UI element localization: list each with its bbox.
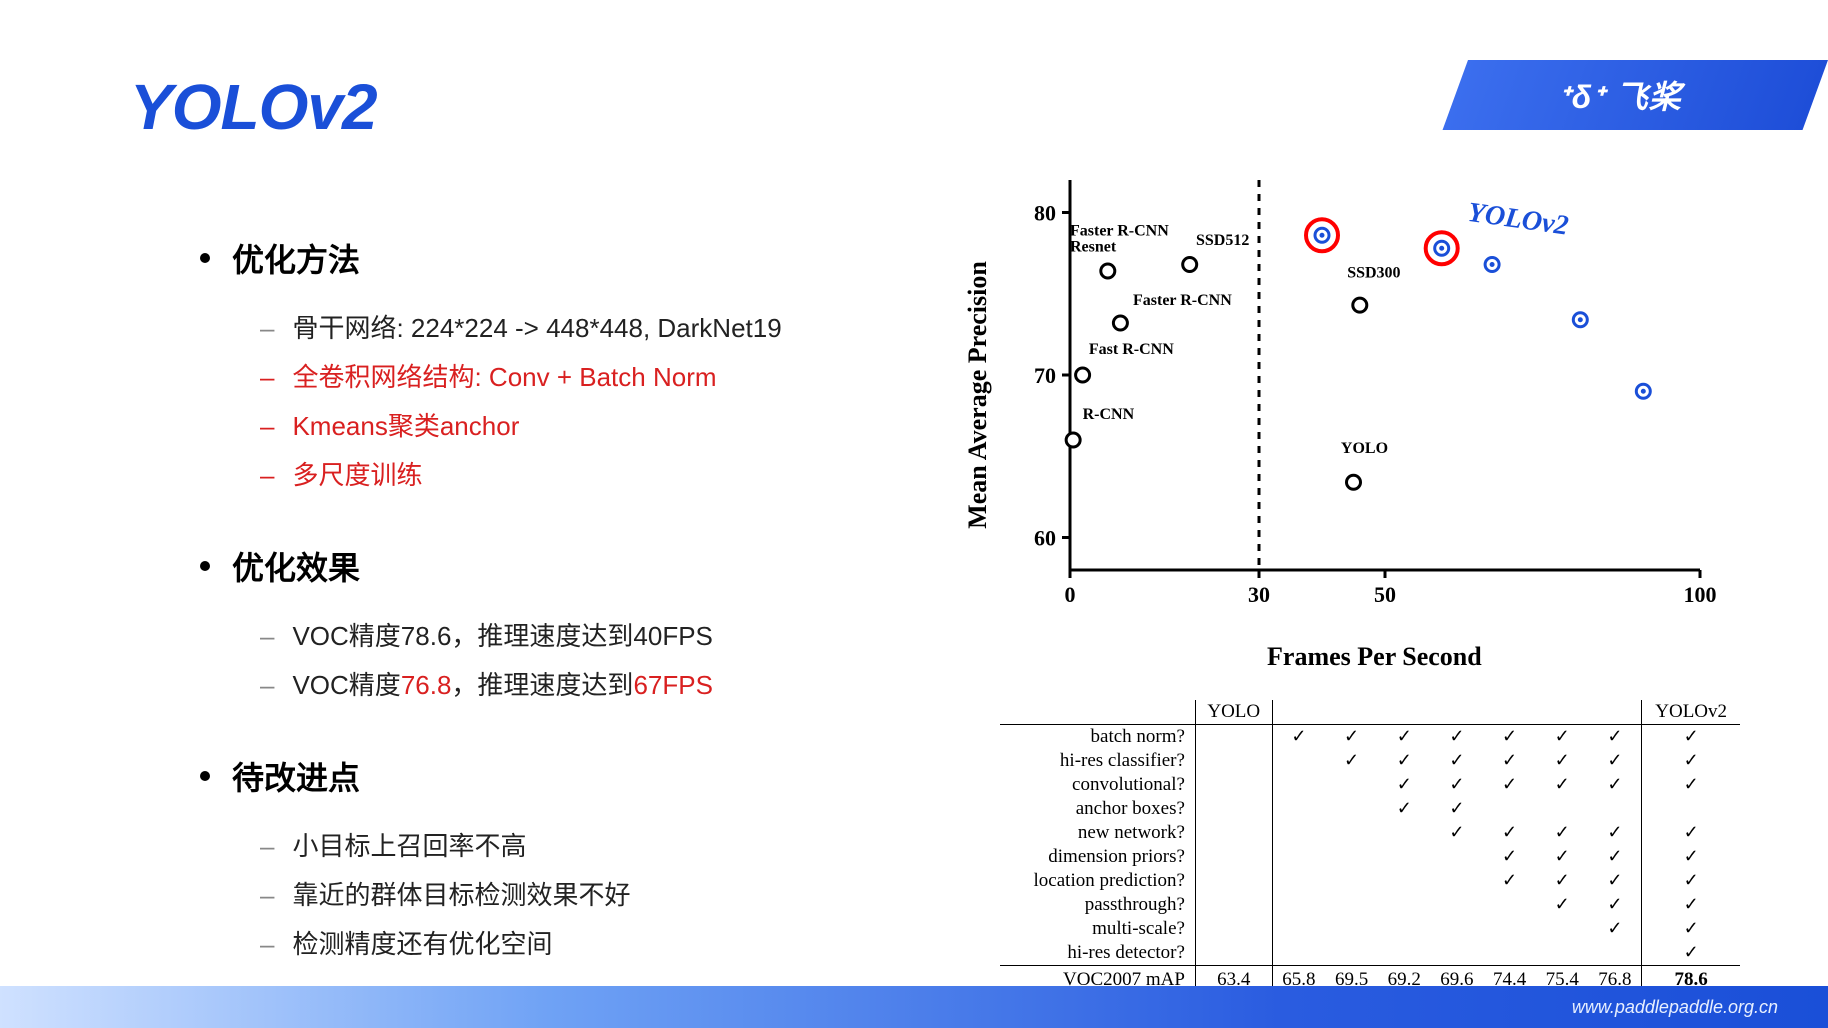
list-item: –靠近的群体目标检测效果不好 xyxy=(260,876,900,915)
chart-ylabel: Mean Average Precision xyxy=(963,261,993,529)
table-row-label: hi-res detector? xyxy=(1000,941,1195,966)
logo-banner: ᐩδᐩ 飞桨 xyxy=(1443,60,1828,130)
footer-bar: www.paddlepaddle.org.cn xyxy=(0,986,1828,1028)
map-fps-chart: Mean Average Precision 60708003050100R-C… xyxy=(1000,170,1720,620)
svg-text:70: 70 xyxy=(1034,363,1056,388)
dash-icon: – xyxy=(260,456,274,495)
dash-icon: – xyxy=(260,827,274,866)
list-item-text: 多尺度训练 xyxy=(292,456,422,495)
dash-icon: – xyxy=(260,407,274,446)
list-item-text: VOC精度76.8，推理速度达到67FPS xyxy=(292,666,712,705)
svg-text:YOLO: YOLO xyxy=(1341,440,1388,457)
dash-icon: – xyxy=(260,925,274,964)
footer-url: www.paddlepaddle.org.cn xyxy=(1572,997,1778,1018)
chart-xlabel: Frames Per Second xyxy=(1267,642,1482,672)
svg-text:50: 50 xyxy=(1374,582,1396,607)
bullet-icon xyxy=(200,771,210,781)
section-head: 待改进点 xyxy=(200,753,900,799)
list-item-text: 小目标上召回率不高 xyxy=(292,827,526,866)
svg-text:30: 30 xyxy=(1248,582,1270,607)
ablation-table: YOLOYOLOv2batch norm?✓✓✓✓✓✓✓✓hi-res clas… xyxy=(1000,700,1740,992)
svg-text:60: 60 xyxy=(1034,526,1056,551)
list-item: –骨干网络: 224*224 -> 448*448, DarkNet19 xyxy=(260,309,900,348)
slide-title: YOLOv2 xyxy=(130,70,377,144)
svg-text:SSD300: SSD300 xyxy=(1347,265,1400,282)
section-title: 优化效果 xyxy=(232,543,360,589)
section-title: 优化方法 xyxy=(232,235,360,281)
section-head: 优化方法 xyxy=(200,235,900,281)
table-row-label: convolutional? xyxy=(1000,773,1195,797)
list-item: –全卷积网络结构: Conv + Batch Norm xyxy=(260,358,900,397)
section-head: 优化效果 xyxy=(200,543,900,589)
list-item: –VOC精度76.8，推理速度达到67FPS xyxy=(260,666,900,705)
list-item-text: 全卷积网络结构: Conv + Batch Norm xyxy=(292,358,716,397)
section-title: 待改进点 xyxy=(232,753,360,799)
svg-text:100: 100 xyxy=(1684,582,1717,607)
list-item: –检测精度还有优化空间 xyxy=(260,925,900,964)
list-item: –多尺度训练 xyxy=(260,456,900,495)
content-left: 优化方法–骨干网络: 224*224 -> 448*448, DarkNet19… xyxy=(200,235,900,1012)
svg-text:80: 80 xyxy=(1034,201,1056,226)
dash-icon: – xyxy=(260,309,274,348)
list-item: –小目标上召回率不高 xyxy=(260,827,900,866)
list-item-text: 骨干网络: 224*224 -> 448*448, DarkNet19 xyxy=(292,309,781,348)
list-item-text: 检测精度还有优化空间 xyxy=(292,925,552,964)
list-item: –VOC精度78.6，推理速度达到40FPS xyxy=(260,617,900,656)
svg-text:Faster R-CNN: Faster R-CNN xyxy=(1070,222,1169,239)
svg-text:SSD512: SSD512 xyxy=(1196,232,1249,249)
list-item-text: VOC精度78.6，推理速度达到40FPS xyxy=(292,617,712,656)
svg-text:Resnet: Resnet xyxy=(1070,238,1117,255)
table-row-label: dimension priors? xyxy=(1000,845,1195,869)
dash-icon: – xyxy=(260,358,274,397)
table-row-label: location prediction? xyxy=(1000,869,1195,893)
table-row-label: multi-scale? xyxy=(1000,917,1195,941)
svg-text:Fast R-CNN: Fast R-CNN xyxy=(1089,341,1174,358)
list-item: –Kmeans聚类anchor xyxy=(260,407,900,446)
svg-text:Faster R-CNN: Faster R-CNN xyxy=(1133,292,1232,309)
table-row-label: anchor boxes? xyxy=(1000,797,1195,821)
table-row-label: batch norm? xyxy=(1000,725,1195,750)
dash-icon: – xyxy=(260,876,274,915)
dash-icon: – xyxy=(260,617,274,656)
table-row-label: new network? xyxy=(1000,821,1195,845)
table-row-label: passthrough? xyxy=(1000,893,1195,917)
dash-icon: – xyxy=(260,666,274,705)
svg-text:YOLOv2: YOLOv2 xyxy=(1466,197,1570,242)
list-item-text: 靠近的群体目标检测效果不好 xyxy=(292,876,630,915)
bullet-icon xyxy=(200,561,210,571)
svg-text:R-CNN: R-CNN xyxy=(1083,406,1135,423)
bullet-icon xyxy=(200,253,210,263)
list-item-text: Kmeans聚类anchor xyxy=(292,407,519,446)
svg-text:0: 0 xyxy=(1065,582,1076,607)
table-row-label: hi-res classifier? xyxy=(1000,749,1195,773)
logo-text: ᐩδᐩ 飞桨 xyxy=(1559,72,1682,118)
chart-svg: 60 70 80 0 30 50 100 R-CNN Fast R-CNN Faster R-CN… xyxy=(1000,170,1720,620)
